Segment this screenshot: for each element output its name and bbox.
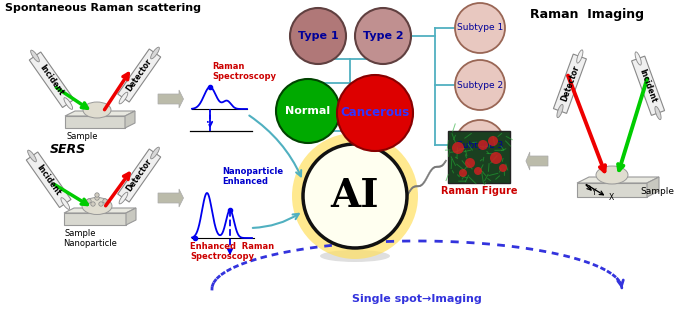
Text: Sample: Sample [640, 186, 674, 196]
Text: Incident: Incident [38, 63, 66, 97]
Text: Detector: Detector [125, 158, 153, 194]
Text: Spontaneous Raman scattering: Spontaneous Raman scattering [5, 3, 201, 13]
Circle shape [452, 142, 464, 154]
Text: Y: Y [592, 188, 597, 197]
Circle shape [95, 193, 99, 197]
Ellipse shape [292, 133, 418, 259]
Text: Raman Figure: Raman Figure [440, 186, 517, 196]
FancyArrow shape [158, 90, 184, 108]
Polygon shape [126, 208, 136, 225]
Circle shape [490, 152, 502, 164]
Ellipse shape [119, 92, 128, 104]
Text: Detector: Detector [559, 65, 581, 103]
Ellipse shape [31, 50, 39, 62]
Ellipse shape [455, 3, 505, 53]
Circle shape [91, 202, 95, 206]
Polygon shape [65, 116, 125, 128]
Circle shape [95, 196, 99, 200]
Bar [448, 131, 510, 183]
Text: Single spot→Imaging: Single spot→Imaging [352, 294, 482, 304]
Text: Subtype 2: Subtype 2 [457, 80, 503, 89]
Text: Cancerous: Cancerous [340, 107, 410, 119]
Circle shape [478, 140, 488, 150]
Text: Nanoparticle: Nanoparticle [63, 239, 117, 248]
Ellipse shape [455, 60, 505, 110]
Polygon shape [64, 213, 126, 225]
Ellipse shape [82, 198, 112, 214]
Ellipse shape [355, 8, 411, 64]
Ellipse shape [119, 192, 128, 204]
Polygon shape [118, 149, 161, 202]
FancyArrow shape [158, 189, 184, 207]
Polygon shape [632, 56, 664, 116]
Ellipse shape [151, 47, 160, 59]
Ellipse shape [557, 104, 563, 118]
Ellipse shape [83, 102, 111, 118]
Text: Sample: Sample [65, 229, 97, 238]
Text: Type 2: Type 2 [362, 31, 403, 41]
Text: Sample: Sample [67, 132, 99, 141]
Circle shape [87, 199, 91, 203]
Polygon shape [118, 49, 161, 102]
Ellipse shape [276, 79, 340, 143]
Text: SERS: SERS [50, 143, 86, 156]
Text: Incident: Incident [35, 163, 62, 197]
Polygon shape [29, 52, 74, 108]
Ellipse shape [337, 75, 413, 151]
Text: X: X [609, 193, 614, 202]
Text: Nanoparticle
Enhanced: Nanoparticle Enhanced [222, 166, 283, 186]
Text: Raman  Imaging: Raman Imaging [530, 8, 644, 21]
Ellipse shape [320, 250, 390, 262]
Text: Subtype 3: Subtype 3 [457, 140, 503, 150]
Polygon shape [647, 177, 659, 197]
Circle shape [488, 136, 498, 146]
Polygon shape [577, 177, 659, 183]
Ellipse shape [655, 106, 661, 119]
Ellipse shape [455, 120, 505, 170]
Polygon shape [26, 152, 71, 208]
Ellipse shape [61, 198, 70, 210]
Text: Normal: Normal [286, 106, 331, 116]
Text: Subtype 1: Subtype 1 [457, 24, 503, 32]
Polygon shape [553, 54, 586, 114]
Text: Incident: Incident [638, 68, 658, 104]
Circle shape [103, 199, 107, 203]
Text: Raman
Spectroscopy: Raman Spectroscopy [212, 62, 276, 81]
Ellipse shape [290, 8, 346, 64]
Ellipse shape [577, 50, 583, 63]
Text: Enhanced  Raman
Spectroscopy: Enhanced Raman Spectroscopy [190, 242, 274, 261]
Ellipse shape [151, 147, 160, 159]
Polygon shape [125, 111, 135, 128]
FancyArrow shape [526, 152, 548, 170]
Text: AI: AI [331, 177, 379, 215]
Text: Detector: Detector [125, 58, 153, 94]
Text: Type 1: Type 1 [298, 31, 338, 41]
Ellipse shape [635, 52, 641, 65]
Polygon shape [64, 208, 136, 213]
Ellipse shape [303, 144, 407, 248]
Circle shape [99, 202, 103, 206]
Circle shape [499, 164, 507, 172]
Ellipse shape [596, 166, 628, 184]
Circle shape [465, 158, 475, 168]
Polygon shape [65, 111, 135, 116]
Polygon shape [577, 183, 647, 197]
Ellipse shape [27, 150, 36, 162]
Circle shape [474, 167, 482, 175]
Circle shape [459, 169, 467, 177]
Ellipse shape [64, 98, 73, 109]
